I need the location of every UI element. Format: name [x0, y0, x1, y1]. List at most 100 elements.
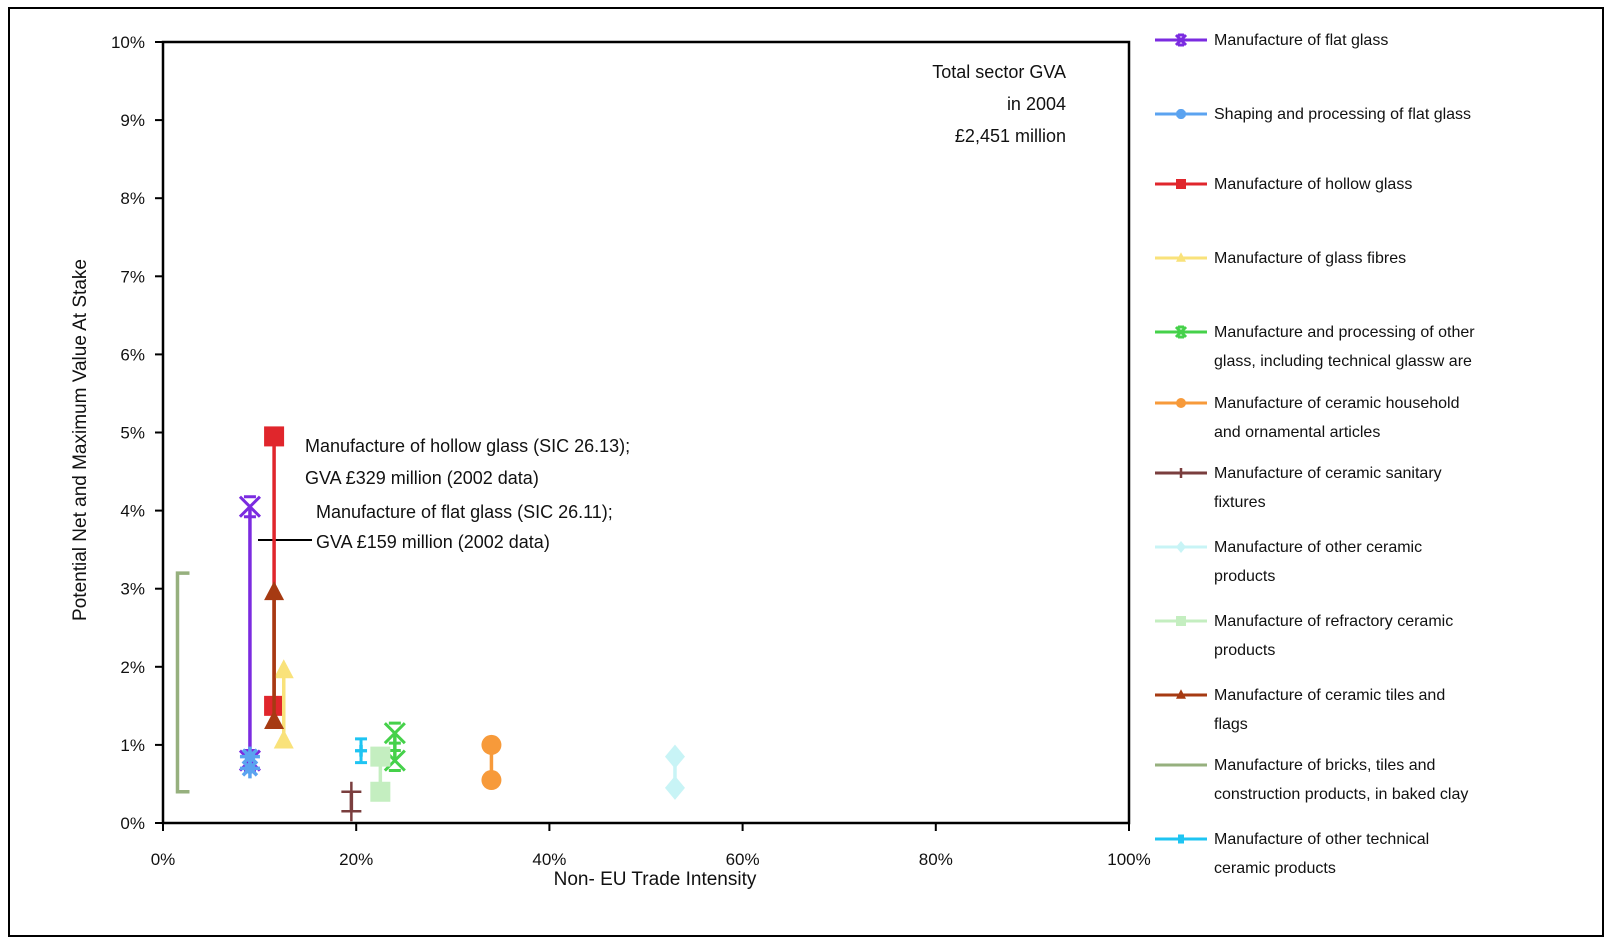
series-10	[175, 571, 190, 794]
legend-label: Manufacture of glass fibres	[1214, 250, 1406, 267]
legend-swatch-marker	[1176, 541, 1186, 553]
data-point	[238, 495, 262, 519]
annotation-total-line: Total sector GVA	[932, 62, 1066, 82]
data-point	[341, 801, 362, 822]
annotation-total-line: £2,451 million	[955, 126, 1066, 146]
legend-item: Manufacture of refractory ceramic product…	[1155, 613, 1453, 659]
series-8	[370, 746, 391, 802]
legend-label: Manufacture of hollow glass	[1214, 176, 1412, 193]
data-point	[383, 721, 406, 745]
legend-label: fixtures	[1214, 494, 1266, 511]
y-tick-label: 10%	[111, 33, 145, 52]
series-layer	[175, 426, 685, 822]
data-point	[355, 737, 368, 753]
data-point	[239, 758, 260, 779]
legend-item: Manufacture of ceramic sanitary fixtures	[1155, 465, 1442, 511]
series-11	[355, 737, 368, 765]
annotation-flat-line: GVA £159 million (2002 data)	[316, 532, 550, 552]
y-tick-label: 0%	[120, 814, 145, 833]
legend-label: products	[1214, 642, 1275, 659]
legend-swatch-marker	[1176, 689, 1186, 699]
annotation-hollow-line: GVA £329 million (2002 data)	[305, 468, 539, 488]
legend-item: Manufacture of hollow glass	[1155, 176, 1412, 193]
legend-label: flags	[1214, 716, 1248, 733]
legend-swatch-marker	[1176, 468, 1186, 478]
x-tick-label: 20%	[339, 850, 373, 869]
data-point	[370, 781, 391, 802]
x-tick-label: 60%	[726, 850, 760, 869]
data-point	[264, 581, 285, 601]
legend-item: Manufacture of other technical ceramic pr…	[1155, 831, 1429, 877]
y-axis-label: Potential Net and Maximum Value At Stake	[70, 259, 91, 621]
legend-label: Manufacture and processing of other	[1214, 324, 1475, 341]
series-4	[383, 721, 406, 773]
data-point	[239, 746, 260, 767]
legend-label: glass, including technical glassw are	[1214, 353, 1472, 370]
legend-item: Manufacture of flat glass	[1155, 32, 1388, 49]
legend-item: Manufacture of ceramic tiles and flags	[1155, 687, 1445, 733]
data-point	[264, 709, 285, 729]
y-tick-label: 9%	[120, 111, 145, 130]
legend-item: Shaping and processing of flat glass	[1155, 106, 1471, 123]
series-7	[664, 744, 685, 800]
x-tick-label: 0%	[151, 850, 176, 869]
annotation-total-gva: Total sector GVA in 2004 £2,451 million	[932, 62, 1066, 146]
legend-item: Manufacture of ceramic household and orna…	[1155, 395, 1459, 441]
series-5	[481, 734, 502, 791]
data-point	[481, 734, 502, 755]
y-tick-label: 7%	[120, 267, 145, 286]
data-point	[341, 781, 362, 802]
series-6	[341, 781, 362, 822]
y-tick-label: 5%	[120, 424, 145, 443]
y-tick-label: 2%	[120, 658, 145, 677]
data-point	[273, 659, 294, 679]
legend-label: Manufacture of bricks, tiles and	[1214, 757, 1435, 774]
series-1	[239, 746, 260, 779]
legend-item: Manufacture of bricks, tiles and construc…	[1155, 757, 1468, 803]
annotation-flat-glass: Manufacture of flat glass (SIC 26.11); G…	[316, 502, 613, 552]
series-9	[264, 581, 285, 729]
legend-swatch-marker	[1176, 252, 1186, 262]
annotation-hollow-glass: Manufacture of hollow glass (SIC 26.13);…	[305, 436, 630, 488]
y-tick-label: 6%	[120, 345, 145, 364]
legend-swatch-marker	[1176, 616, 1186, 626]
series-3	[273, 659, 294, 749]
y-axis-ticks: 0% 1% 2% 3% 4% 5% 6% 7% 8% 9% 10%	[111, 33, 163, 833]
legend-label: ceramic products	[1214, 860, 1336, 877]
legend-swatch-marker	[1178, 834, 1184, 844]
legend-label: Manufacture of other technical	[1214, 831, 1429, 848]
legend-swatch-marker	[1174, 325, 1188, 339]
legend-item: Manufacture of other ceramic products	[1155, 539, 1422, 585]
x-axis-label: Non- EU Trade Intensity	[554, 869, 757, 890]
legend-item: Manufacture of glass fibres	[1155, 250, 1406, 267]
x-tick-label: 80%	[919, 850, 953, 869]
legend-label: Manufacture of ceramic household	[1214, 395, 1459, 412]
y-tick-label: 1%	[120, 736, 145, 755]
annotation-flat-line: Manufacture of flat glass (SIC 26.11);	[316, 502, 613, 522]
annotation-hollow-line: Manufacture of hollow glass (SIC 26.13);	[305, 436, 630, 456]
data-point	[383, 749, 406, 773]
legend-label: Shaping and processing of flat glass	[1214, 106, 1471, 123]
data-point	[481, 770, 502, 791]
legend-swatch-marker	[1176, 109, 1186, 119]
legend-label: construction products, in baked clay	[1214, 786, 1468, 803]
legend-swatch-marker	[1176, 398, 1186, 408]
x-axis-ticks: 0% 20% 40% 60% 80% 100%	[151, 823, 1151, 869]
legend-swatch-marker	[1176, 179, 1186, 189]
annotation-total-line: in 2004	[1007, 94, 1066, 114]
y-tick-label: 4%	[120, 502, 145, 521]
y-tick-label: 8%	[120, 189, 145, 208]
legend-label: Manufacture of ceramic tiles and	[1214, 687, 1445, 704]
data-point	[664, 775, 685, 800]
legend-swatch-marker	[1174, 33, 1188, 47]
legend-label: Manufacture of ceramic sanitary	[1214, 465, 1442, 482]
data-point	[664, 744, 685, 769]
legend: Manufacture of flat glass Shaping and pro…	[1155, 32, 1475, 877]
plot-area	[161, 40, 1131, 825]
legend-item: Manufacture and processing of other glass…	[1155, 324, 1475, 370]
legend-label: Manufacture of flat glass	[1214, 32, 1388, 49]
x-tick-label: 100%	[1107, 850, 1150, 869]
legend-label: Manufacture of other ceramic	[1214, 539, 1422, 556]
